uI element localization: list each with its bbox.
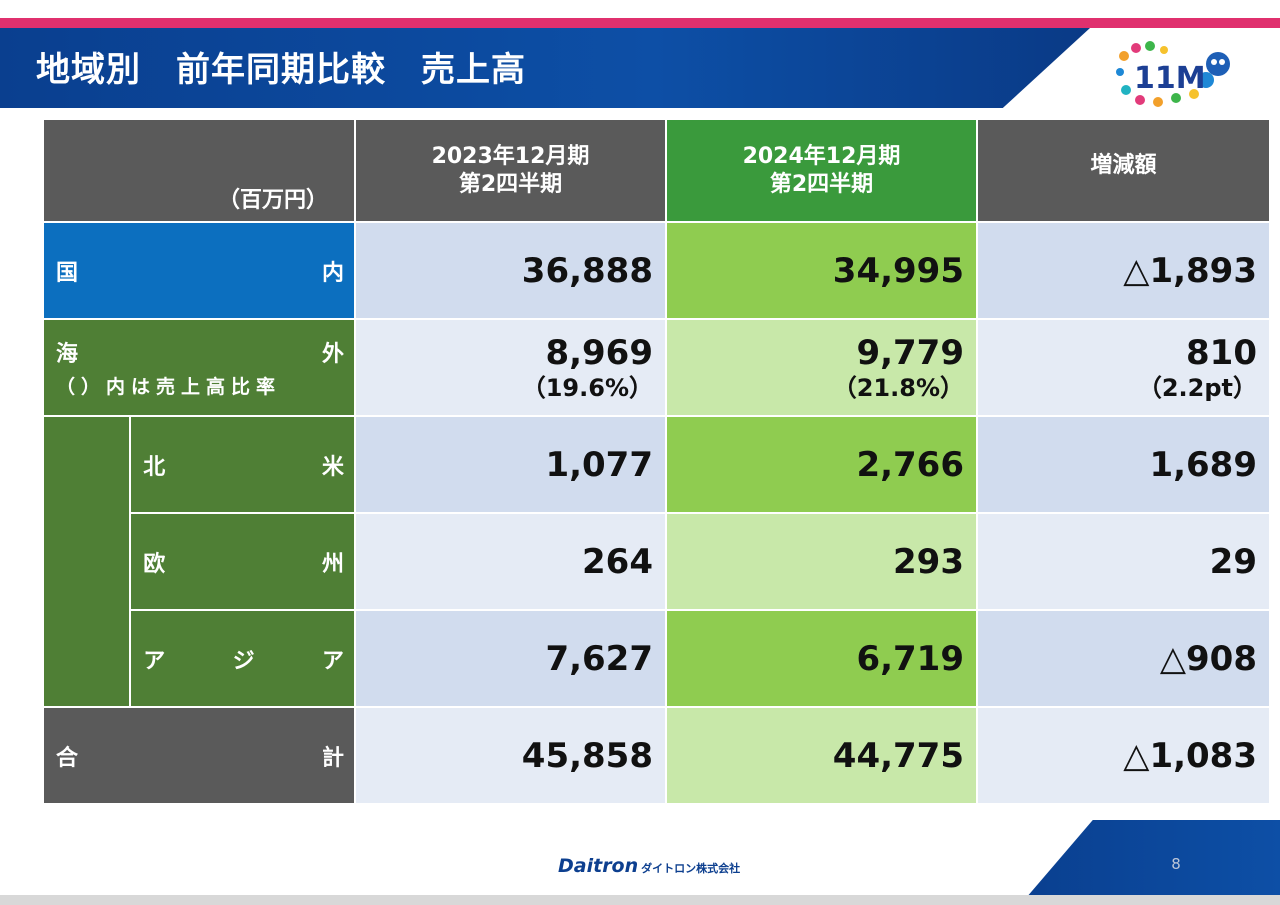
top-stripe: [0, 0, 1280, 18]
footer-brand-logo: Daitron ダイトロン株式会社: [558, 853, 740, 879]
cell-total-diff: △1,083: [978, 708, 1269, 803]
sales-table: （百万円） 2023年12月期 第2四半期 2024年12月期 第2四半期 増減…: [42, 118, 1271, 805]
cell-total-2023: 45,858: [356, 708, 665, 803]
cell-total-2024: 44,775: [667, 708, 976, 803]
footer-brand-sub: ダイトロン株式会社: [641, 862, 741, 875]
cell-domestic-2024: 34,995: [667, 223, 976, 318]
footer-brand: Daitron: [558, 855, 639, 877]
overseas-group-spacer: [44, 417, 130, 706]
row-label-north-america: 北米: [131, 417, 354, 512]
header-band: [0, 28, 1090, 108]
cell-overseas-diff: 810 （2.2pt）: [978, 320, 1269, 415]
accent-line: [0, 18, 1280, 28]
cell-asia-2023: 7,627: [356, 611, 665, 706]
cell-asia-2024: 6,719: [667, 611, 976, 706]
cell-north-america-2024: 2,766: [667, 417, 976, 512]
column-header-2024: 2024年12月期 第2四半期: [667, 120, 976, 221]
cell-north-america-diff: 1,689: [978, 417, 1269, 512]
row-label-domestic: 国内: [44, 223, 354, 318]
footer-band: [1020, 820, 1280, 905]
footer-stripe: [0, 895, 1280, 905]
cell-europe-diff: 29: [978, 514, 1269, 609]
column-header-2023: 2023年12月期 第2四半期: [356, 120, 665, 221]
row-label-asia: アジア: [131, 611, 354, 706]
row-label-overseas: 海外 （）内は売上高比率: [44, 320, 354, 415]
cell-domestic-diff: △1,893: [978, 223, 1269, 318]
table-row: 海外 （）内は売上高比率 8,969 （19.6%） 9,779 （21.8%）…: [44, 320, 1269, 415]
table-row: 国内 36,888 34,995 △1,893: [44, 223, 1269, 318]
unit-label: （百万円）: [44, 120, 354, 221]
company-logo: 11M: [1116, 41, 1230, 107]
page-title: 地域別 前年同期比較 売上高: [36, 50, 526, 90]
table-row: 欧州 264 293 29: [44, 514, 1269, 609]
page-number: 8: [1171, 855, 1181, 873]
cell-asia-diff: △908: [978, 611, 1269, 706]
table-row: アジア 7,627 6,719 △908: [44, 611, 1269, 706]
cell-north-america-2023: 1,077: [356, 417, 665, 512]
cell-overseas-2024: 9,779 （21.8%）: [667, 320, 976, 415]
cell-domestic-2023: 36,888: [356, 223, 665, 318]
cell-overseas-2023: 8,969 （19.6%）: [356, 320, 665, 415]
column-header-diff: 増減額: [978, 120, 1269, 221]
row-label-europe: 欧州: [131, 514, 354, 609]
table-row: 北米 1,077 2,766 1,689: [44, 417, 1269, 706]
logo-text: 11M: [1134, 61, 1206, 96]
cell-europe-2023: 264: [356, 514, 665, 609]
table-row: 合計 45,858 44,775 △1,083: [44, 708, 1269, 803]
cell-europe-2024: 293: [667, 514, 976, 609]
table-header-row: （百万円） 2023年12月期 第2四半期 2024年12月期 第2四半期 増減…: [44, 120, 1269, 221]
row-label-total: 合計: [44, 708, 354, 803]
